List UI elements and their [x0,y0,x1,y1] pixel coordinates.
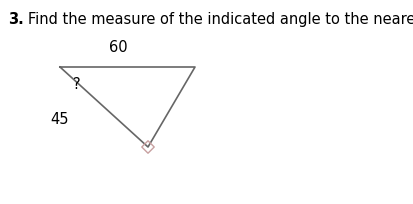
Text: ?: ? [73,77,81,92]
Text: 60: 60 [109,40,127,55]
Point [145,146,151,149]
Text: Find the measure of the indicated angle to the nearest degree.: Find the measure of the indicated angle … [28,12,413,27]
Text: 3.: 3. [8,12,24,27]
Text: 45: 45 [51,112,69,127]
